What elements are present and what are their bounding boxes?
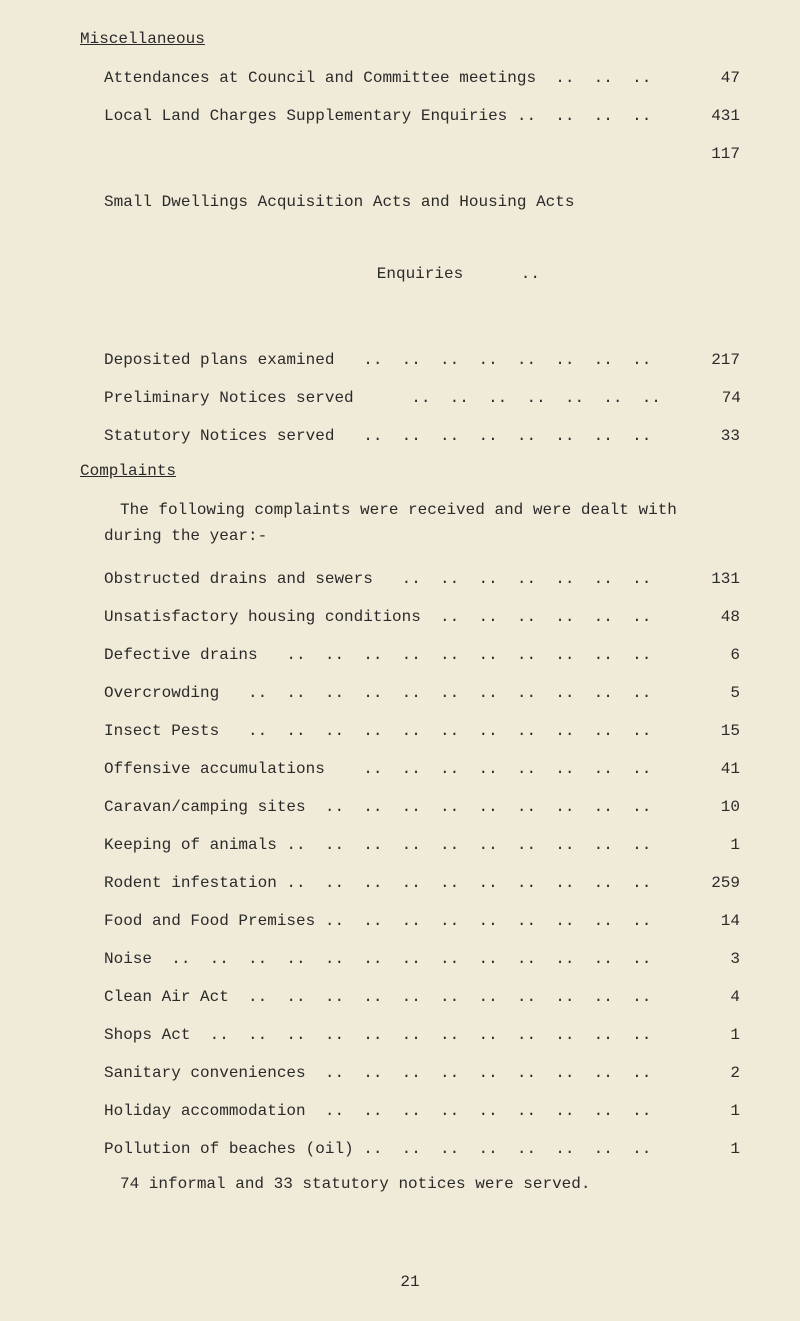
complaints-heading: Complaints: [80, 462, 740, 480]
row-value: 131: [660, 567, 740, 591]
row-value: 259: [660, 871, 740, 895]
row-label: Statutory Notices served .. .. .. .. .. …: [104, 424, 660, 448]
complaint-row: Holiday accommodation .. .. .. .. .. .. …: [104, 1099, 740, 1123]
complaint-row: Pollution of beaches (oil) .. .. .. .. .…: [104, 1137, 740, 1161]
complaint-row: Clean Air Act .. .. .. .. .. .. .. .. ..…: [104, 985, 740, 1009]
misc-row: Attendances at Council and Committee mee…: [104, 66, 740, 90]
complaint-row: Sanitary conveniences .. .. .. .. .. .. …: [104, 1061, 740, 1085]
row-value: 1: [660, 1099, 740, 1123]
misc-heading: Miscellaneous: [80, 30, 740, 48]
row-label: Offensive accumulations .. .. .. .. .. .…: [104, 757, 660, 781]
complaint-row: Shops Act .. .. .. .. .. .. .. .. .. .. …: [104, 1023, 740, 1047]
row-label: Obstructed drains and sewers .. .. .. ..…: [104, 567, 660, 591]
row-label-line2: Enquiries ..: [104, 262, 660, 286]
complaint-row: Rodent infestation .. .. .. .. .. .. .. …: [104, 871, 740, 895]
misc-list: Attendances at Council and Committee mee…: [80, 66, 740, 448]
row-value: 1: [660, 1023, 740, 1047]
row-value: 3: [660, 947, 740, 971]
misc-row: Preliminary Notices served .. .. .. .. .…: [104, 386, 740, 410]
row-value: 2: [660, 1061, 740, 1085]
complaints-intro: The following complaints were received a…: [80, 498, 740, 549]
row-label: Pollution of beaches (oil) .. .. .. .. .…: [104, 1137, 660, 1161]
row-value: 47: [660, 66, 740, 90]
complaint-row: Keeping of animals .. .. .. .. .. .. .. …: [104, 833, 740, 857]
row-label: Local Land Charges Supplementary Enquiri…: [104, 104, 660, 128]
row-value: 1: [660, 1137, 740, 1161]
row-label: Clean Air Act .. .. .. .. .. .. .. .. ..…: [104, 985, 660, 1009]
misc-row: Small Dwellings Acquisition Acts and Hou…: [104, 142, 740, 334]
complaint-row: Obstructed drains and sewers .. .. .. ..…: [104, 567, 740, 591]
row-value: 48: [660, 605, 740, 629]
complaint-row: Unsatisfactory housing conditions .. .. …: [104, 605, 740, 629]
row-value: 15: [660, 719, 740, 743]
complaint-row: Caravan/camping sites .. .. .. .. .. .. …: [104, 795, 740, 819]
complaints-list: Obstructed drains and sewers .. .. .. ..…: [80, 567, 740, 1161]
misc-row: Deposited plans examined .. .. .. .. .. …: [104, 348, 740, 372]
row-label: Preliminary Notices served .. .. .. .. .…: [104, 386, 661, 410]
row-label: Food and Food Premises .. .. .. .. .. ..…: [104, 909, 660, 933]
row-value: 117: [660, 142, 740, 166]
row-value: 14: [660, 909, 740, 933]
row-label: Small Dwellings Acquisition Acts and Hou…: [104, 142, 660, 334]
row-value: 10: [660, 795, 740, 819]
complaint-row: Offensive accumulations .. .. .. .. .. .…: [104, 757, 740, 781]
row-value: 217: [660, 348, 740, 372]
row-label: Attendances at Council and Committee mee…: [104, 66, 660, 90]
row-value: 5: [660, 681, 740, 705]
misc-row: Local Land Charges Supplementary Enquiri…: [104, 104, 740, 128]
row-label: Deposited plans examined .. .. .. .. .. …: [104, 348, 660, 372]
row-label: Unsatisfactory housing conditions .. .. …: [104, 605, 660, 629]
row-value: 431: [660, 104, 740, 128]
row-label: Insect Pests .. .. .. .. .. .. .. .. .. …: [104, 719, 660, 743]
row-label: Shops Act .. .. .. .. .. .. .. .. .. .. …: [104, 1023, 660, 1047]
row-label: Overcrowding .. .. .. .. .. .. .. .. .. …: [104, 681, 660, 705]
row-label: Noise .. .. .. .. .. .. .. .. .. .. .. .…: [104, 947, 660, 971]
complaint-row: Food and Food Premises .. .. .. .. .. ..…: [104, 909, 740, 933]
row-label: Caravan/camping sites .. .. .. .. .. .. …: [104, 795, 660, 819]
row-label: Keeping of animals .. .. .. .. .. .. .. …: [104, 833, 660, 857]
page-number: 21: [80, 1273, 740, 1291]
row-value: 6: [660, 643, 740, 667]
row-label: Holiday accommodation .. .. .. .. .. .. …: [104, 1099, 660, 1123]
row-label: Sanitary conveniences .. .. .. .. .. .. …: [104, 1061, 660, 1085]
notices-note: 74 informal and 33 statutory notices wer…: [80, 1175, 740, 1193]
misc-row: Statutory Notices served .. .. .. .. .. …: [104, 424, 740, 448]
row-label: Defective drains .. .. .. .. .. .. .. ..…: [104, 643, 660, 667]
intro-text: The following complaints were received a…: [80, 501, 677, 545]
row-value: 4: [660, 985, 740, 1009]
row-value: 33: [660, 424, 740, 448]
complaint-row: Defective drains .. .. .. .. .. .. .. ..…: [104, 643, 740, 667]
row-label: Rodent infestation .. .. .. .. .. .. .. …: [104, 871, 660, 895]
row-value: 74: [661, 386, 741, 410]
document-page: Miscellaneous Attendances at Council and…: [0, 0, 800, 1321]
row-value: 41: [660, 757, 740, 781]
complaint-row: Insect Pests .. .. .. .. .. .. .. .. .. …: [104, 719, 740, 743]
complaint-row: Overcrowding .. .. .. .. .. .. .. .. .. …: [104, 681, 740, 705]
row-label-line1: Small Dwellings Acquisition Acts and Hou…: [104, 190, 660, 214]
row-value: 1: [660, 833, 740, 857]
complaint-row: Noise .. .. .. .. .. .. .. .. .. .. .. .…: [104, 947, 740, 971]
